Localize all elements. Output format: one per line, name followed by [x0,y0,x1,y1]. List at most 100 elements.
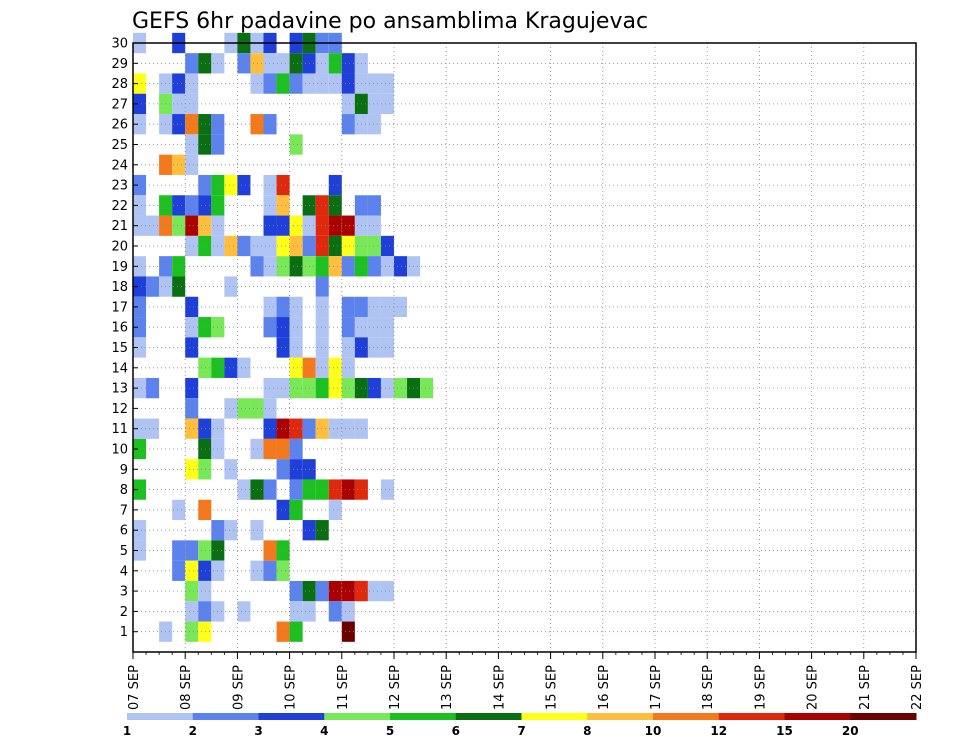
heatmap-cell [328,256,342,277]
heatmap-cell [133,377,147,399]
heatmap-cell [198,53,212,74]
heatmap-cell [146,418,160,439]
heatmap-cell [276,438,290,460]
heatmap-cell [133,174,147,196]
heatmap-cell [198,601,212,622]
heatmap-cell [289,438,303,460]
heatmap-cell [289,499,303,521]
heatmap-cell [133,195,147,216]
heatmap-cell [133,114,147,135]
x-tick-label: 19 SEP [753,665,768,710]
y-tick-label: 23 [111,179,128,194]
heatmap-cell [380,317,394,338]
heatmap-cell [263,540,277,561]
legend-label: 10 [645,724,662,738]
legend-label: 15 [776,724,793,738]
heatmap-cell [315,195,329,216]
heatmap-cell [276,174,290,196]
heatmap-cell [367,337,381,358]
heatmap-cell [185,195,199,216]
heatmap-cell [185,377,199,399]
heatmap-cell [380,235,394,257]
x-tick-label: 09 SEP [231,665,246,710]
heatmap-cell [341,235,355,257]
x-tick-label: 14 SEP [492,665,507,710]
heatmap-cell [250,235,264,257]
heatmap-cell [133,93,147,115]
heatmap-cell [133,317,147,338]
y-tick-label: 22 [111,199,128,214]
heatmap-cell [276,53,290,74]
y-tick-label: 12 [111,402,128,417]
legend-label: 4 [320,724,328,738]
heatmap-cell [263,114,277,135]
heatmap-cell [185,337,199,358]
heatmap-cell [198,438,212,460]
heatmap-cell [224,276,238,297]
x-tick-label: 07 SEP [127,665,142,710]
heatmap-cell [341,357,355,378]
heatmap-cell [263,256,277,277]
chart-title: GEFS 6hr padavine po ansamblima Kragujev… [132,9,648,34]
heatmap-cell [237,398,251,419]
heatmap-cell [394,377,408,399]
heatmap-cell [198,114,212,135]
y-tick-label: 7 [120,503,128,518]
legend-label: 6 [452,724,460,738]
heatmap-cell [172,540,186,561]
heatmap-cell [367,195,381,216]
legend-swatch [258,713,325,720]
heatmap-cell [172,215,186,236]
heatmap-cell [341,580,355,602]
heatmap-cell [224,520,238,541]
heatmap-cell [146,377,160,399]
y-tick-label: 8 [120,483,128,498]
heatmap-cell [250,398,264,419]
heatmap-cell [341,73,355,94]
heatmap-cell [289,134,303,155]
heatmap-cell [172,154,186,175]
heatmap-cell [185,73,199,94]
heatmap-cell [341,418,355,439]
heatmap-cell [367,377,381,399]
heatmap-cell [224,398,238,419]
heatmap-cell [198,499,212,521]
heatmap-cell [185,540,199,561]
y-tick-label: 26 [111,118,128,133]
legend-swatch [455,713,522,720]
heatmap-cell [133,479,147,500]
heatmap-cell [172,195,186,216]
heatmap-cell [289,479,303,500]
heatmap-cell [341,317,355,338]
heatmap-cell [328,73,342,94]
legend-label: 7 [517,724,525,738]
heatmap-cell [263,560,277,581]
heatmap-cell [341,479,355,500]
heatmap-cell [315,580,329,602]
x-tick-label: 15 SEP [545,665,560,710]
heatmap-cell [198,195,212,216]
legend-swatch [192,713,259,720]
legend-swatch [324,713,391,720]
heatmap-cell [289,601,303,622]
y-tick-label: 9 [120,463,128,478]
heatmap-cell [276,418,290,439]
heatmap-cell [224,235,238,257]
heatmap-cell [185,93,199,115]
heatmap-cell [198,580,212,602]
heatmap-cell [133,276,147,297]
heatmap-cell [328,499,342,521]
heatmap-cell [328,479,342,500]
heatmap-cell [133,215,147,236]
heatmap-cell [198,235,212,257]
heatmap-cell [276,540,290,561]
heatmap-cell [263,73,277,94]
legend-label: 2 [189,724,197,738]
heatmap-cell [276,317,290,338]
heatmap-cell [380,479,394,500]
heatmap-cell [133,418,147,439]
heatmap-cells [133,32,434,642]
heatmap-cell [250,114,264,135]
heatmap-cell [315,337,329,358]
x-tick-label: 22 SEP [910,665,925,710]
